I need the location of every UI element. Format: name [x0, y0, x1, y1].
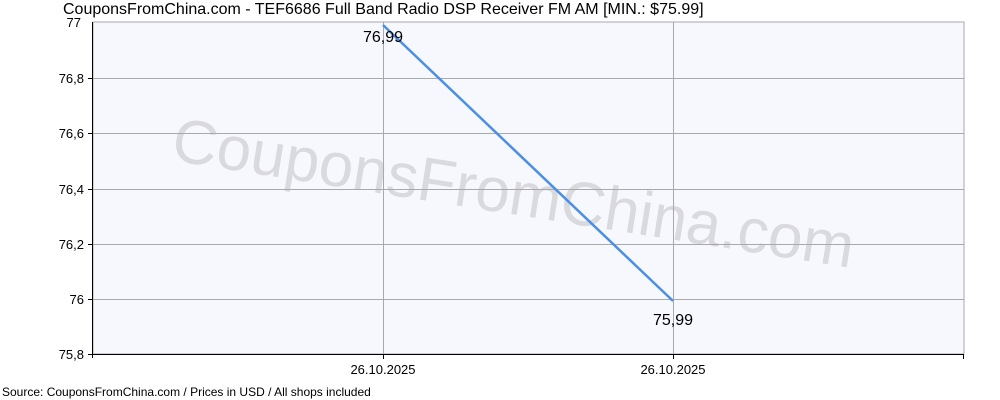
x-axis-labels: 26.10.2025 26.10.2025: [350, 362, 705, 377]
chart-title: CouponsFromChina.com - TEF6686 Full Band…: [63, 1, 704, 18]
vertical-gridlines: [383, 22, 674, 354]
y-tick-label: 76,4: [59, 182, 84, 197]
y-axis-labels: 77 76,8 76,6 76,4 76,2 76 75,8: [59, 15, 84, 362]
x-tick-label: 26.10.2025: [640, 362, 705, 377]
y-tick-label: 76,2: [59, 237, 84, 252]
y-tick-label: 75,8: [59, 347, 84, 362]
y-tick-label: 76,6: [59, 126, 84, 141]
y-tick-label: 77: [67, 15, 81, 30]
plot-area: [92, 21, 965, 355]
axes: [88, 22, 964, 359]
data-label-first: 76,99: [363, 29, 403, 46]
data-label-last: 75,99: [653, 312, 693, 329]
horizontal-gridlines: [93, 78, 964, 300]
price-line: [382, 24, 674, 302]
y-tick-label: 76: [70, 292, 84, 307]
source-note: Source: CouponsFromChina.com / Prices in…: [2, 385, 371, 399]
y-tick-label: 76,8: [59, 71, 84, 86]
x-tick-label: 26.10.2025: [350, 362, 415, 377]
